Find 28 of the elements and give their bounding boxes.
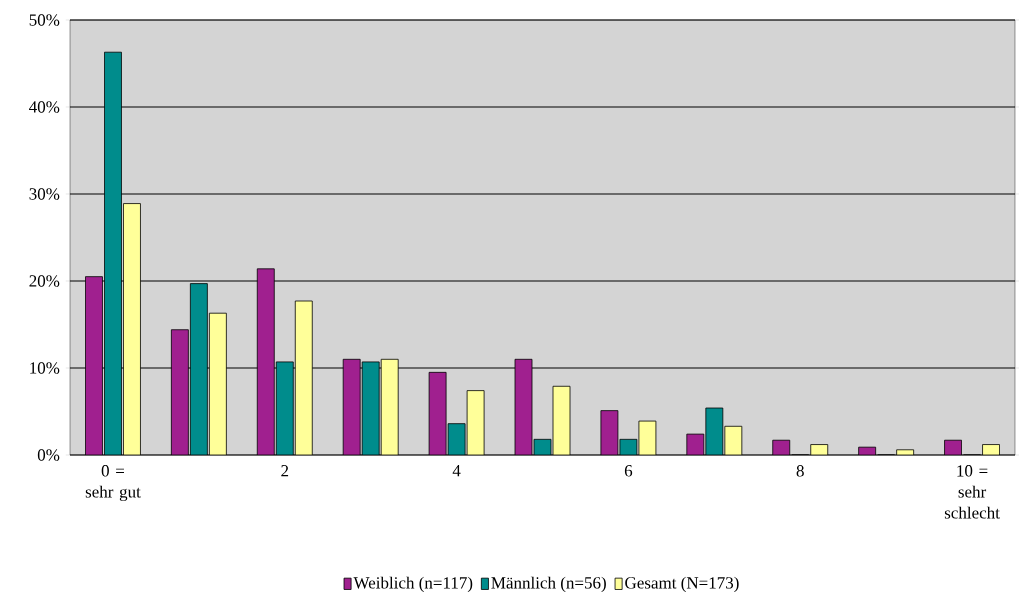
bar — [189, 283, 208, 455]
legend-label: Männlich (n=56) — [491, 576, 606, 593]
bar — [123, 203, 141, 455]
x-tick-label: 4 — [452, 465, 461, 477]
bar — [85, 276, 103, 455]
y-tick-label: 40% — [29, 101, 60, 113]
bar — [256, 268, 275, 455]
bar — [342, 358, 361, 455]
bar — [380, 358, 399, 455]
bar — [275, 361, 294, 455]
x-tick-label: 0 = sehr gut — [85, 465, 141, 502]
x-tick-label: 8 — [796, 465, 804, 477]
bar — [208, 312, 227, 455]
x-tick-label: 10 = sehr schlecht — [944, 465, 1000, 519]
y-tick-label: 50% — [29, 14, 60, 26]
bar — [104, 51, 122, 455]
x-tick-label: 2 — [281, 465, 289, 477]
x-tick-label: 6 — [624, 465, 633, 477]
y-tick-label: 30% — [29, 188, 60, 200]
legend-label: Weiblich (n=117) — [353, 576, 473, 593]
bar — [294, 300, 313, 455]
y-tick-label: 10% — [30, 362, 60, 374]
legend-label: Gesamt (N=173) — [625, 576, 739, 593]
y-tick-label: 0% — [37, 449, 60, 461]
bar — [361, 361, 380, 455]
y-tick-label: 20% — [29, 275, 60, 287]
bar — [705, 407, 724, 455]
bar — [170, 329, 189, 455]
